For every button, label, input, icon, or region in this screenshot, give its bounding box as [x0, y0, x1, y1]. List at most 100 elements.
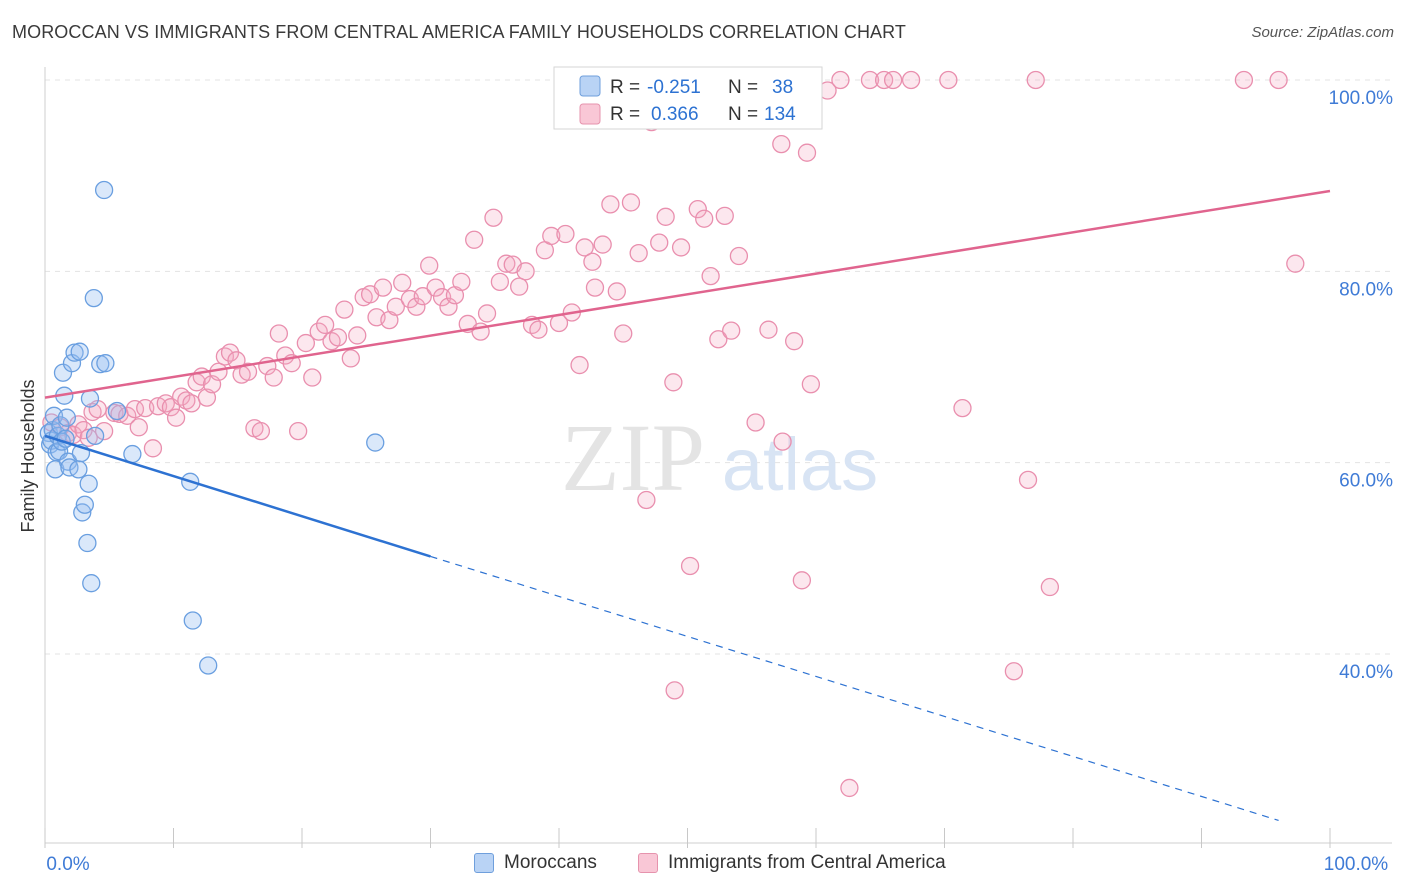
data-point: [680, 556, 700, 576]
chart-legend: Moroccans Immigrants from Central Americ…: [0, 852, 1406, 878]
data-point: [129, 418, 148, 437]
data-point: [75, 495, 94, 514]
stats-r-label-pink: R =: [610, 104, 645, 125]
data-point: [348, 326, 367, 345]
data-point: [183, 611, 202, 630]
data-point: [772, 134, 791, 154]
data-point: [269, 324, 289, 343]
data-point: [83, 402, 102, 422]
stats-n-value-pink: 134: [764, 104, 796, 125]
legend-label-immigrants: Immigrants from Central America: [668, 852, 946, 873]
axes: [44, 67, 1392, 848]
data-point: [497, 254, 516, 273]
data-point: [665, 681, 684, 700]
data-point: [1286, 254, 1305, 273]
data-point: [901, 70, 921, 90]
x-tick-labels: 0.0% 100.0%: [46, 854, 1388, 875]
y-tick-label: 100.0%: [1329, 88, 1394, 109]
data-point: [413, 287, 432, 306]
data-point: [801, 375, 821, 394]
data-point: [80, 389, 100, 408]
data-point: [614, 324, 633, 343]
data-point: [629, 244, 648, 263]
data-point: [701, 266, 720, 286]
data-point: [407, 297, 426, 316]
data-point: [57, 408, 76, 427]
trend-lines: [44, 189, 1331, 822]
data-point: [510, 277, 529, 296]
watermark: ZIP atlas: [561, 404, 878, 511]
data-point: [542, 226, 561, 246]
stats-n-value-blue: 38: [772, 77, 793, 98]
data-point: [69, 415, 88, 434]
data-point: [695, 209, 714, 228]
data-point: [607, 282, 626, 301]
legend-item-immigrants[interactable]: Immigrants from Central America: [638, 852, 946, 874]
data-point: [797, 143, 817, 162]
data-point: [182, 394, 201, 413]
data-point: [529, 320, 548, 339]
data-point: [729, 246, 749, 266]
data-point: [773, 432, 792, 451]
legend-item-moroccans[interactable]: Moroccans: [474, 852, 597, 874]
source-label: Source: ZipAtlas.com: [1251, 24, 1394, 41]
data-point: [84, 288, 103, 308]
data-point: [341, 349, 360, 368]
y-tick-label: 60.0%: [1339, 471, 1393, 492]
data-point: [166, 408, 186, 427]
x-tick-label-right: 100.0%: [1324, 854, 1389, 875]
data-point: [143, 439, 163, 458]
data-point: [197, 388, 217, 407]
data-point: [94, 180, 114, 200]
data-point: [264, 368, 283, 387]
data-point: [96, 354, 115, 373]
data-point: [79, 428, 98, 447]
data-point: [70, 342, 89, 361]
chart-title: MOROCCAN VS IMMIGRANTS FROM CENTRAL AMER…: [12, 22, 907, 42]
data-point: [759, 320, 778, 339]
legend-swatch-immigrants: [638, 853, 658, 873]
x-tick-label-left: 0.0%: [46, 854, 89, 875]
data-point: [477, 304, 497, 323]
stats-r-value-pink: 0.366: [651, 104, 699, 125]
data-point: [1269, 70, 1288, 90]
data-point: [85, 426, 105, 446]
data-point: [570, 355, 589, 375]
data-point: [199, 656, 218, 675]
data-point: [439, 297, 458, 316]
stats-swatch-pink: [579, 103, 601, 125]
data-point: [939, 70, 958, 90]
data-point: [860, 70, 880, 90]
stats-swatch-blue: [579, 75, 601, 97]
data-point: [637, 490, 656, 510]
data-point: [746, 413, 765, 432]
data-point: [1018, 470, 1038, 490]
data-point: [656, 207, 675, 226]
data-point: [883, 70, 903, 90]
data-point: [583, 252, 602, 271]
data-point: [315, 315, 335, 335]
stats-r-label-blue: R =: [610, 77, 645, 98]
data-point: [227, 351, 246, 370]
data-point: [238, 362, 258, 381]
data-point: [621, 193, 641, 212]
data-point: [335, 300, 354, 319]
data-point: [386, 297, 405, 316]
data-point: [123, 444, 142, 464]
data-point: [1004, 662, 1024, 681]
trend-line-moroccans-projection: [430, 555, 1279, 822]
watermark-atlas: atlas: [722, 423, 878, 506]
data-point: [1234, 70, 1254, 90]
data-point: [1026, 70, 1045, 90]
data-point: [107, 401, 127, 421]
y-tick-label: 80.0%: [1339, 279, 1393, 300]
data-point: [251, 421, 271, 441]
series-immigrants-central-america: [42, 70, 1305, 798]
data-point: [688, 199, 707, 219]
data-point: [556, 224, 575, 244]
data-point: [709, 330, 728, 349]
stats-legend: R = -0.251 N = 38 R = 0.366 N = 134: [553, 66, 823, 130]
y-axis-label: Family Households: [18, 379, 38, 532]
data-point: [420, 256, 439, 275]
data-point: [722, 321, 741, 340]
